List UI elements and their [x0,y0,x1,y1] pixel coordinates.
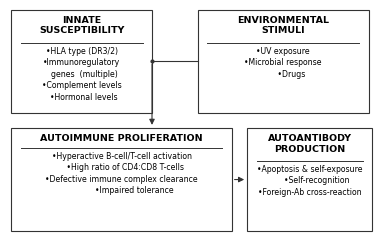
Text: •Apoptosis & self-exposure
      •Self-recognition
•Foreign-Ab cross-reaction: •Apoptosis & self-exposure •Self-recogni… [257,165,363,197]
Text: •HLA type (DR3/2)
•Immunoregulatory
  genes  (multiple)
•Complement levels
  •Ho: •HLA type (DR3/2) •Immunoregulatory gene… [42,47,122,102]
Text: •Hyperactive B-cell/T-cell activation
   •High ratio of CD4:CD8 T-cells
•Defecti: •Hyperactive B-cell/T-cell activation •H… [45,152,198,195]
Text: AUTOIMMUNE PROLIFERATION: AUTOIMMUNE PROLIFERATION [40,134,203,143]
Bar [198,10,369,113]
Bar [247,128,372,231]
Text: •UV exposure
•Microbial response
       •Drugs: •UV exposure •Microbial response •Drugs [244,47,322,79]
Text: ENVIRONMENTAL
STIMULI: ENVIRONMENTAL STIMULI [237,16,329,35]
Text: AUTOANTIBODY
PRODUCTION: AUTOANTIBODY PRODUCTION [268,134,352,154]
Bar [11,10,152,113]
Text: INNATE
SUSCEPTIBILITY: INNATE SUSCEPTIBILITY [39,16,124,35]
Bar [11,128,232,231]
